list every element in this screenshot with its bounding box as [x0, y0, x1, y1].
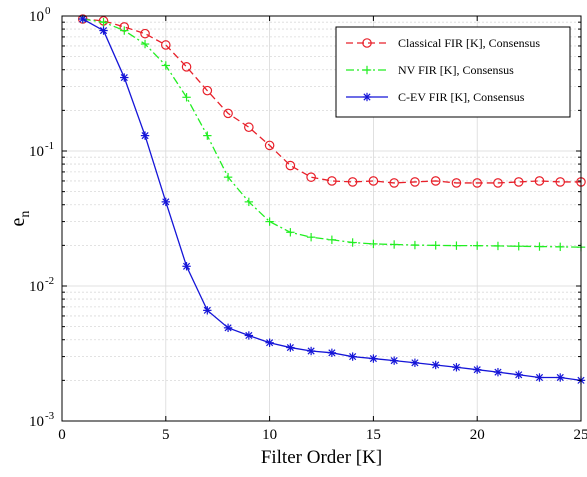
data-point-circle-marker	[245, 123, 253, 131]
data-point-asterisk-marker	[473, 365, 481, 373]
data-point-asterisk-marker	[286, 343, 294, 351]
x-axis-label: Filter Order [K]	[261, 447, 382, 468]
legend: Classical FIR [K], Consensus NV FIR [K], …	[336, 27, 570, 117]
y-tick-label-exponent: 0	[45, 5, 51, 17]
data-point-asterisk-marker	[452, 363, 460, 371]
data-point-asterisk-marker	[431, 361, 439, 369]
legend-label: Classical FIR [K], Consensus	[398, 36, 540, 50]
y-tick-label: 10	[29, 279, 44, 295]
data-point-plus-marker	[182, 93, 190, 101]
data-point-plus-marker	[307, 233, 315, 241]
data-point-asterisk-marker	[224, 324, 232, 332]
data-point-plus-marker	[556, 243, 564, 251]
data-point-asterisk-marker	[363, 93, 371, 101]
x-tick-label: 5	[162, 427, 170, 443]
y-tick-label-exponent: -2	[45, 275, 54, 287]
x-tick-label: 25	[574, 427, 587, 443]
data-point-asterisk-marker	[162, 198, 170, 206]
data-point-plus-marker	[390, 240, 398, 248]
y-tick-label: 10	[29, 9, 44, 25]
data-point-circle-marker	[141, 29, 149, 37]
legend-label: NV FIR [K], Consensus	[398, 63, 514, 77]
data-point-asterisk-marker	[141, 131, 149, 139]
y-tick-label: 10	[29, 144, 44, 160]
data-point-asterisk-marker	[515, 371, 523, 379]
data-point-plus-marker	[265, 217, 273, 225]
y-tick-label-exponent: -3	[45, 410, 55, 422]
x-tick-label: 15	[366, 427, 381, 443]
y-axis-label: en	[7, 211, 33, 227]
data-point-plus-marker	[515, 242, 523, 250]
data-point-circle-marker	[286, 161, 294, 169]
data-point-asterisk-marker	[307, 347, 315, 355]
data-point-plus-marker	[452, 241, 460, 249]
data-point-plus-marker	[494, 242, 502, 250]
data-point-plus-marker	[473, 241, 481, 249]
y-axis-label-subscript: n	[18, 211, 33, 218]
data-point-asterisk-marker	[390, 356, 398, 364]
data-point-asterisk-marker	[348, 352, 356, 360]
x-tick-label: 20	[470, 427, 485, 443]
data-point-plus-marker	[162, 61, 170, 69]
data-point-plus-marker	[369, 240, 377, 248]
data-point-asterisk-marker	[556, 373, 564, 381]
data-point-asterisk-marker	[265, 339, 273, 347]
data-point-plus-marker	[411, 241, 419, 249]
y-axis-label-base: e	[7, 217, 29, 226]
y-tick-label-exponent: -1	[45, 140, 54, 152]
data-point-plus-marker	[99, 18, 107, 26]
data-point-asterisk-marker	[203, 306, 211, 314]
data-point-asterisk-marker	[328, 349, 336, 357]
data-point-plus-marker	[535, 242, 543, 250]
data-point-asterisk-marker	[182, 262, 190, 270]
data-point-asterisk-marker	[494, 368, 502, 376]
legend-label: C-EV FIR [K], Consensus	[398, 90, 525, 104]
data-point-asterisk-marker	[369, 354, 377, 362]
data-point-plus-marker	[431, 241, 439, 249]
y-tick-label: 10	[29, 414, 44, 430]
data-point-plus-marker	[203, 131, 211, 139]
data-point-plus-marker	[141, 40, 149, 48]
data-point-asterisk-marker	[99, 26, 107, 34]
x-tick-label: 10	[262, 427, 277, 443]
data-point-asterisk-marker	[411, 359, 419, 367]
data-point-asterisk-marker	[535, 373, 543, 381]
data-point-plus-marker	[286, 228, 294, 236]
data-point-plus-marker	[328, 236, 336, 244]
x-tick-label: 0	[58, 427, 66, 443]
data-point-asterisk-marker	[120, 73, 128, 81]
data-point-asterisk-marker	[245, 331, 253, 339]
